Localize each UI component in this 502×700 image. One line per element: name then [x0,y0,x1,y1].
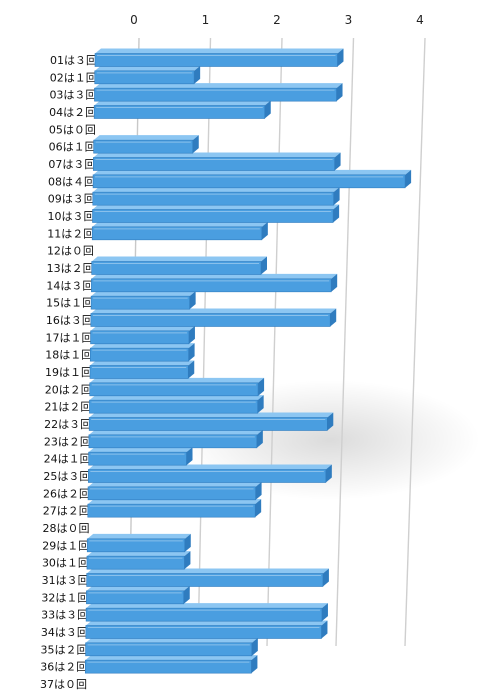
bar [86,533,191,553]
category-label: 31は３回 [42,574,89,587]
category-label: 25は３回 [43,470,90,483]
bar [92,204,340,223]
category-label: 06は１回 [49,141,96,154]
bar [94,65,201,85]
bar [85,637,258,657]
category-label: 27は２回 [43,505,90,518]
bar [90,325,195,345]
bar [91,256,268,275]
category-label: 09は３回 [48,193,95,206]
category-label: 21は２回 [44,401,91,414]
bar [88,447,193,466]
gridline-4 [404,37,426,647]
x-tick-label: 4 [416,13,424,27]
category-label: 01は３回 [50,54,97,67]
category-label: 20は２回 [45,383,92,396]
category-label: 04は２回 [49,106,96,119]
x-tick-label: 3 [345,13,353,27]
bar [89,343,195,362]
gridline-2 [266,37,283,647]
bar [84,655,258,674]
bar [86,585,190,605]
bar [93,100,271,119]
bar [94,48,344,67]
gridline-1 [197,37,212,647]
bar [88,429,263,449]
category-label: 02は１回 [50,71,97,84]
category-label: 30は１回 [42,557,89,570]
category-label: 08は４回 [48,175,95,188]
bar [86,551,191,570]
bar [90,291,196,310]
category-label: 18は１回 [45,349,92,362]
category-label: 14は３回 [46,279,93,292]
category-label: 34は３回 [41,626,88,639]
bar [85,620,328,639]
bar [89,377,265,397]
bar [93,152,341,171]
bar [94,83,343,102]
bar [92,169,412,189]
category-label: 16は３回 [46,314,93,327]
category-label: 19は１回 [45,366,92,379]
bar [86,568,329,587]
bar [89,360,195,379]
category-label: 28は０回 [43,522,90,535]
category-label: 07は３回 [48,158,95,171]
bar [87,499,262,518]
bar [87,481,262,501]
x-tick-label: 1 [202,13,210,27]
category-label: 22は３回 [44,418,91,431]
gridline-3 [335,37,355,647]
category-label: 24は１回 [44,453,91,466]
category-label: 12は０回 [47,245,94,258]
bar [91,221,268,241]
x-tick-label: 0 [130,13,138,27]
category-label: 36は２回 [40,661,87,674]
category-label: 23は２回 [44,435,91,448]
bar [91,273,338,293]
category-label: 17は１回 [46,331,93,344]
category-label: 03は３回 [49,89,96,102]
bar [90,308,337,327]
bar [85,603,328,622]
category-label: 35は２回 [41,643,88,656]
category-label: 29は１回 [42,539,89,552]
category-label: 13は２回 [47,262,94,275]
bar [89,395,264,414]
category-label: 15は１回 [46,297,93,310]
category-label: 26は２回 [43,487,90,500]
category-label: 37は０回 [40,678,87,691]
category-label: 10は３回 [48,210,95,223]
bar [93,135,199,154]
bar [88,412,334,431]
x-tick-label: 2 [273,13,281,27]
category-label: 11は２回 [47,227,94,240]
bar [92,187,340,206]
category-label: 32は１回 [41,591,88,604]
category-label: 33は３回 [41,609,88,622]
category-label: 05は０回 [49,123,96,136]
bar [88,464,332,483]
